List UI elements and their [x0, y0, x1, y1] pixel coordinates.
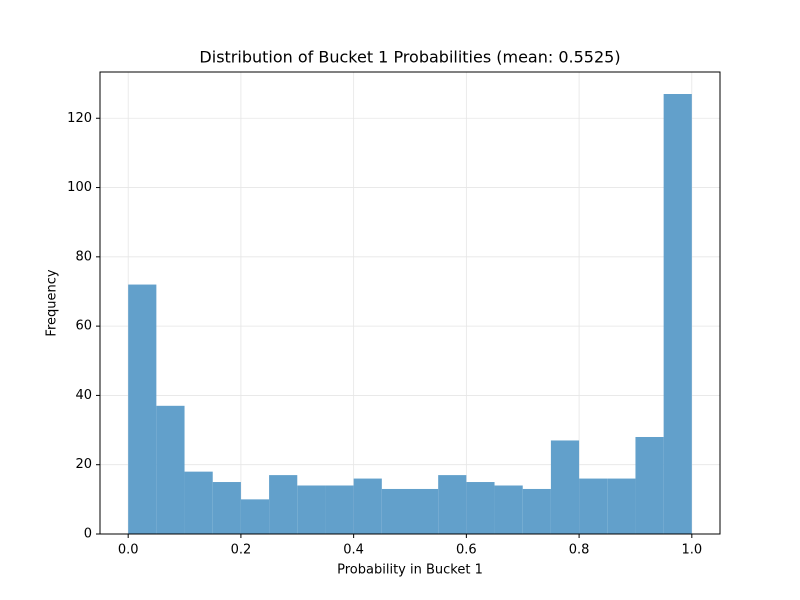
y-tick-label: 120	[67, 111, 92, 126]
bar	[297, 485, 326, 534]
bar	[353, 478, 382, 534]
bar	[579, 478, 608, 534]
bar	[550, 440, 580, 534]
bar	[240, 499, 270, 534]
chart-title: Distribution of Bucket 1 Probabilities (…	[199, 48, 620, 67]
y-tick-label: 40	[75, 388, 92, 403]
y-axis-label: Frequency	[45, 269, 60, 336]
x-tick-label: 0.0	[118, 543, 139, 558]
bar	[466, 482, 495, 534]
bar	[438, 475, 467, 534]
bar	[381, 488, 410, 534]
bar	[212, 482, 241, 534]
x-tick-label: 1.0	[681, 543, 702, 558]
bar	[269, 475, 298, 534]
bar	[410, 488, 439, 534]
x-axis-label: Probability in Bucket 1	[337, 563, 483, 578]
y-tick-label: 20	[75, 457, 92, 472]
bar	[635, 436, 664, 534]
x-tick-label: 0.4	[343, 543, 364, 558]
x-tick-label: 0.6	[456, 543, 477, 558]
bar	[156, 405, 185, 534]
bar	[184, 471, 213, 534]
bar	[607, 478, 636, 534]
y-tick-label: 60	[75, 319, 92, 334]
y-tick-label: 80	[75, 249, 92, 264]
bar	[663, 94, 692, 534]
x-tick-label: 0.2	[231, 543, 252, 558]
plot-frame	[99, 71, 721, 535]
bar	[325, 485, 354, 534]
y-tick-label: 0	[84, 527, 92, 542]
bar	[128, 284, 157, 534]
y-tick-label: 100	[67, 180, 92, 195]
x-tick-label: 0.8	[569, 543, 590, 558]
bar	[522, 488, 551, 534]
bar	[494, 485, 523, 534]
